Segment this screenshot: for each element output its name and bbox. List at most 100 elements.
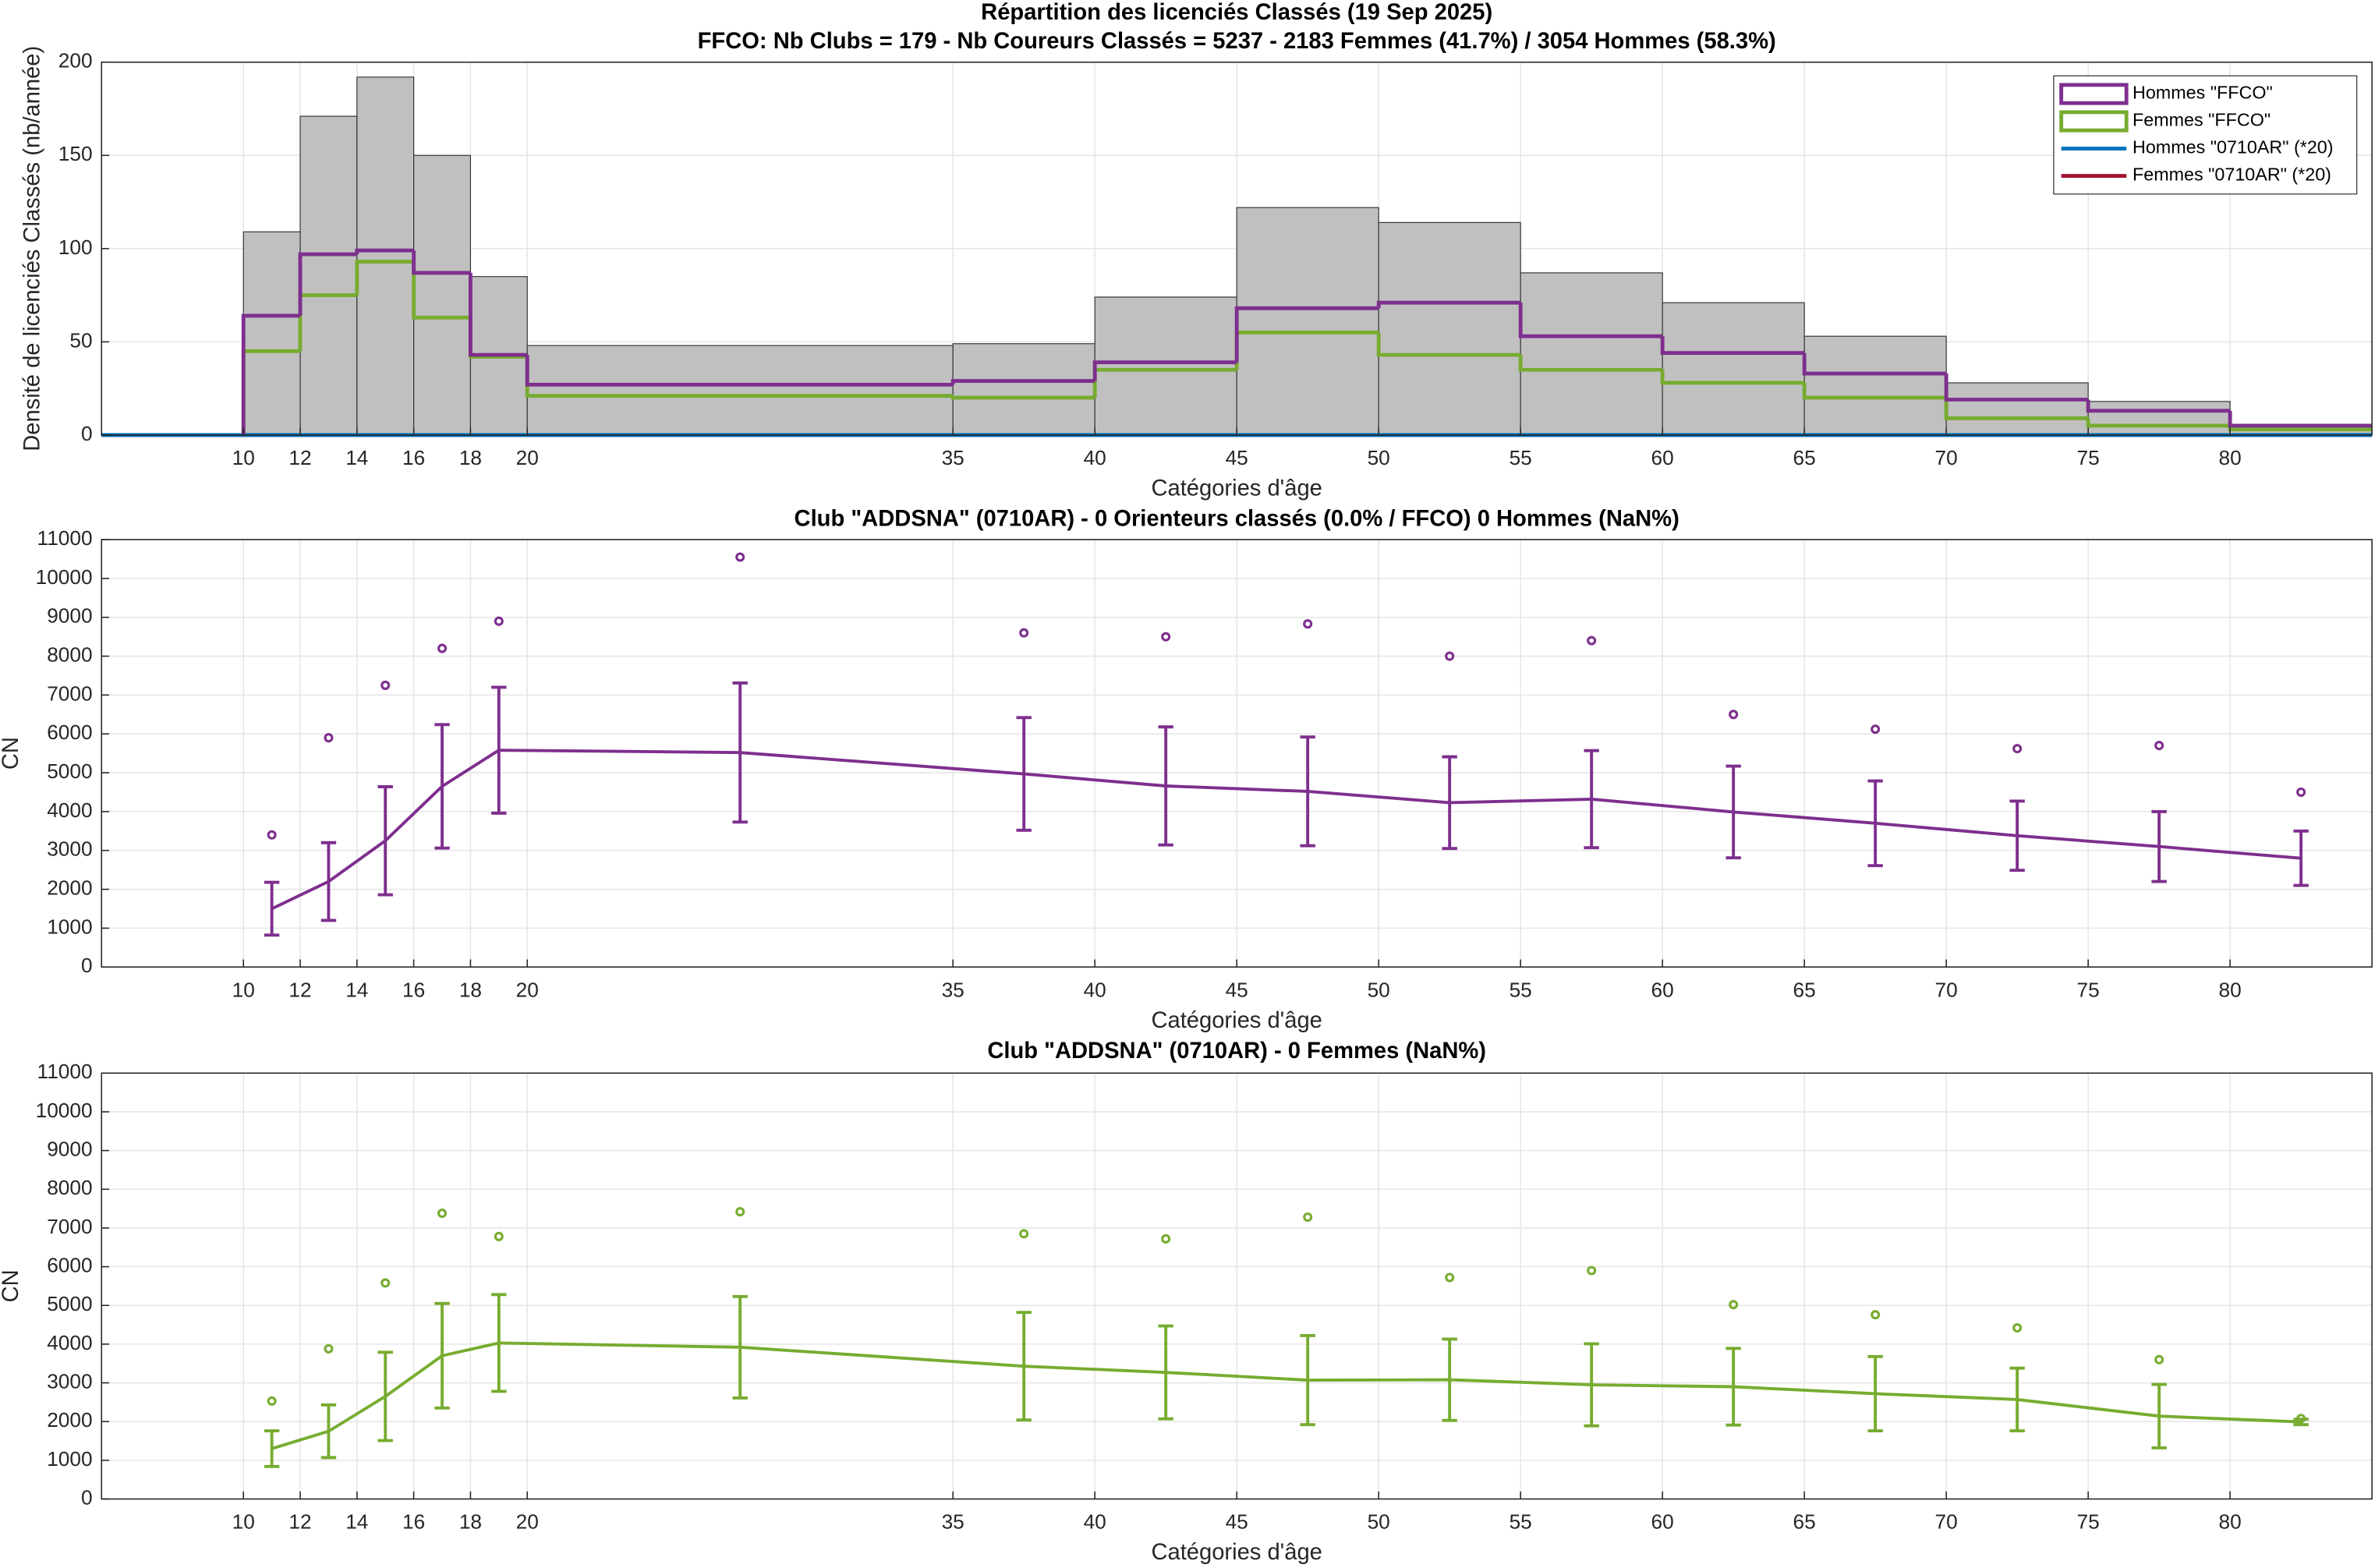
x-tick-label: 16 xyxy=(402,978,425,1001)
error-bar xyxy=(1584,749,1599,850)
error-bar xyxy=(1016,716,1032,832)
y-tick-label: 100 xyxy=(58,235,93,259)
x-axis-label: Catégories d'âge xyxy=(1151,476,1322,501)
error-bar xyxy=(1442,755,1457,851)
y-tick-label: 6000 xyxy=(47,720,92,744)
y-tick-label: 9000 xyxy=(47,604,92,628)
x-tick-label: 14 xyxy=(345,446,368,469)
x-tick-label: 14 xyxy=(345,1510,368,1534)
legend-swatch xyxy=(2059,110,2129,133)
x-tick-label: 80 xyxy=(2219,446,2242,469)
x-tick-label: 60 xyxy=(1651,1510,1674,1534)
x-tick-label: 45 xyxy=(1226,446,1248,469)
x-tick-label: 65 xyxy=(1793,446,1816,469)
error-bar xyxy=(377,785,393,897)
error-bar xyxy=(377,1350,393,1442)
error-bar xyxy=(732,1294,748,1400)
x-tick-label: 35 xyxy=(942,978,965,1001)
histogram-bar xyxy=(1378,221,1521,436)
y-tick-label: 10000 xyxy=(36,1099,93,1122)
x-tick-label: 10 xyxy=(232,978,255,1001)
step-segment xyxy=(241,313,301,435)
x-tick-label: 40 xyxy=(1084,446,1106,469)
y-tick-label: 3000 xyxy=(47,1369,92,1393)
error-bar xyxy=(320,841,337,922)
step-segment xyxy=(1802,352,1947,376)
step-segment xyxy=(1660,370,1805,385)
error-bar xyxy=(1867,779,1883,868)
chart-title: Club "ADDSNA" (0710AR) - 0 Femmes (NaN%) xyxy=(987,1039,1486,1064)
step-segment xyxy=(1802,382,1947,400)
outlier-point xyxy=(324,733,334,743)
error-bar xyxy=(2151,1382,2167,1449)
y-tick-label: 200 xyxy=(58,49,93,73)
y-tick-label: 4000 xyxy=(47,1331,92,1354)
step-segment xyxy=(2086,418,2231,428)
x-tick-label: 40 xyxy=(1084,1510,1106,1534)
histogram-bar xyxy=(526,345,954,436)
error-bar xyxy=(1158,1324,1173,1421)
error-bar xyxy=(2009,799,2025,872)
x-tick-label: 50 xyxy=(1368,1510,1390,1534)
x-tick-label: 50 xyxy=(1368,978,1390,1001)
outlier-point xyxy=(1871,1310,1881,1320)
outlier-point xyxy=(267,1396,277,1406)
outlier-point xyxy=(1445,651,1455,661)
x-tick-label: 65 xyxy=(1793,1510,1816,1534)
outlier-point xyxy=(2154,741,2164,751)
chart-title: Club "ADDSNA" (0710AR) - 0 Orienteurs cl… xyxy=(795,506,1679,531)
outlier-point xyxy=(1019,628,1029,638)
x-tick-label: 20 xyxy=(516,446,539,469)
error-bar xyxy=(1300,1334,1315,1427)
mean-line xyxy=(271,749,2302,911)
y-tick-label: 5000 xyxy=(47,759,92,783)
y-tick-label: 3000 xyxy=(47,837,92,861)
error-bar xyxy=(1016,1311,1032,1422)
histogram-bar xyxy=(413,154,472,436)
step-segment xyxy=(2086,399,2231,413)
legend-label: Femmes "0710AR" (*20) xyxy=(2133,165,2331,185)
y-tick-label: 0 xyxy=(81,1485,93,1509)
outlier-point xyxy=(1729,710,1739,720)
mean-line xyxy=(271,1341,2302,1450)
x-tick-label: 45 xyxy=(1226,1510,1248,1534)
x-tick-label: 75 xyxy=(2077,446,2100,469)
step-segment xyxy=(950,395,1095,400)
outlier-point xyxy=(437,1209,448,1219)
x-tick-label: 16 xyxy=(402,1510,425,1534)
y-tick-label: 7000 xyxy=(47,681,92,705)
x-tick-label: 12 xyxy=(288,1510,311,1534)
step-segment xyxy=(355,260,414,296)
step-segment xyxy=(525,355,954,387)
chart-title: Répartition des licenciés Classés (19 Se… xyxy=(981,0,1492,25)
outlier-point xyxy=(1303,619,1313,629)
legend-label: Hommes "0710AR" (*20) xyxy=(2133,137,2334,158)
y-tick-label: 8000 xyxy=(47,1176,92,1199)
x-tick-label: 12 xyxy=(288,446,311,469)
step-segment xyxy=(1944,398,2089,420)
x-tick-label: 70 xyxy=(1935,1510,1958,1534)
outlier-point xyxy=(1587,1265,1597,1276)
x-tick-label: 10 xyxy=(232,446,255,469)
y-tick-label: 1000 xyxy=(47,915,92,938)
x-tick-label: 75 xyxy=(2077,978,2100,1001)
y-tick-label: 11000 xyxy=(37,526,93,550)
step-segment xyxy=(468,272,528,357)
step-segment xyxy=(1092,360,1237,381)
x-tick-label: 45 xyxy=(1226,978,1248,1001)
x-tick-label: 55 xyxy=(1510,1510,1532,1534)
y-axis-label: CN xyxy=(0,737,23,770)
x-tick-label: 18 xyxy=(459,446,482,469)
error-bar xyxy=(732,681,748,824)
x-tick-label: 80 xyxy=(2219,978,2242,1001)
step-segment xyxy=(1660,336,1805,356)
error-bar xyxy=(491,1293,507,1393)
error-bar xyxy=(2293,829,2309,887)
x-tick-label: 12 xyxy=(288,978,311,1001)
error-bar xyxy=(1158,725,1173,847)
outlier-point xyxy=(1587,635,1597,646)
step-segment xyxy=(1518,355,1663,372)
outlier-point xyxy=(267,830,277,840)
